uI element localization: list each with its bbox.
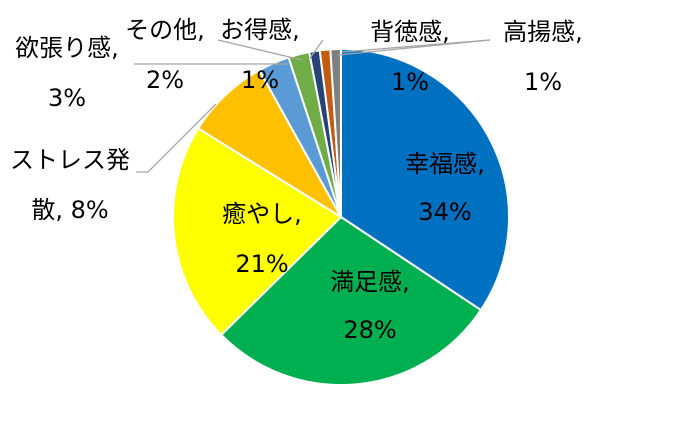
leader-line <box>136 103 217 173</box>
slice-label: その他, 2% <box>125 16 205 94</box>
slice-label-value: 1% <box>391 68 429 96</box>
slice-label-name: 癒やし, <box>222 200 302 228</box>
slice-label-value: 散, 8% <box>31 196 108 224</box>
slice-label: 満足感, 28% <box>330 268 410 344</box>
slice-label-value: 2% <box>146 66 184 94</box>
slice-label: 幸福感, 34% <box>405 150 485 226</box>
leader-line <box>309 39 324 59</box>
pie-slice <box>219 215 483 386</box>
slice-label-name: ストレス発 <box>10 146 130 174</box>
slice-label-name: 高揚感, <box>503 18 583 46</box>
leader-lines <box>134 39 491 173</box>
slice-label: 背徳感, 1% <box>370 18 450 96</box>
slice-label: 癒やし, 21% <box>222 200 302 278</box>
slice-label: お得感, 1% <box>220 16 300 94</box>
slice-label-value: 1% <box>524 68 562 96</box>
slice-label: ストレス発散, 8% <box>10 146 130 224</box>
slice-label-value: 34% <box>418 198 471 226</box>
slice-label-name: その他, <box>125 16 205 44</box>
leader-line <box>217 39 303 61</box>
data-labels: 幸福感, 34% 満足感, 28% 癒やし, 21% ストレス発散, 8% 欲張り感, 3% その… <box>10 16 583 344</box>
slice-label-value: 1% <box>241 66 279 94</box>
slice-label-name: 欲張り感, <box>15 34 119 62</box>
slice-label-value: 21% <box>235 250 288 278</box>
pie-slice <box>329 47 342 218</box>
slice-label-value: 28% <box>343 316 396 344</box>
pie-slices <box>172 47 510 386</box>
slice-label-name: 幸福感, <box>405 150 485 178</box>
slice-label: 高揚感, 1% <box>503 18 583 96</box>
slice-label-name: 背徳感, <box>370 18 450 46</box>
slice-label-name: 満足感, <box>330 268 410 296</box>
slice-label-value: 3% <box>48 84 86 112</box>
slice-label-name: お得感, <box>220 16 300 44</box>
slice-label: 欲張り感, 3% <box>15 34 119 112</box>
pie-slice <box>172 127 343 337</box>
leader-line <box>341 39 491 53</box>
